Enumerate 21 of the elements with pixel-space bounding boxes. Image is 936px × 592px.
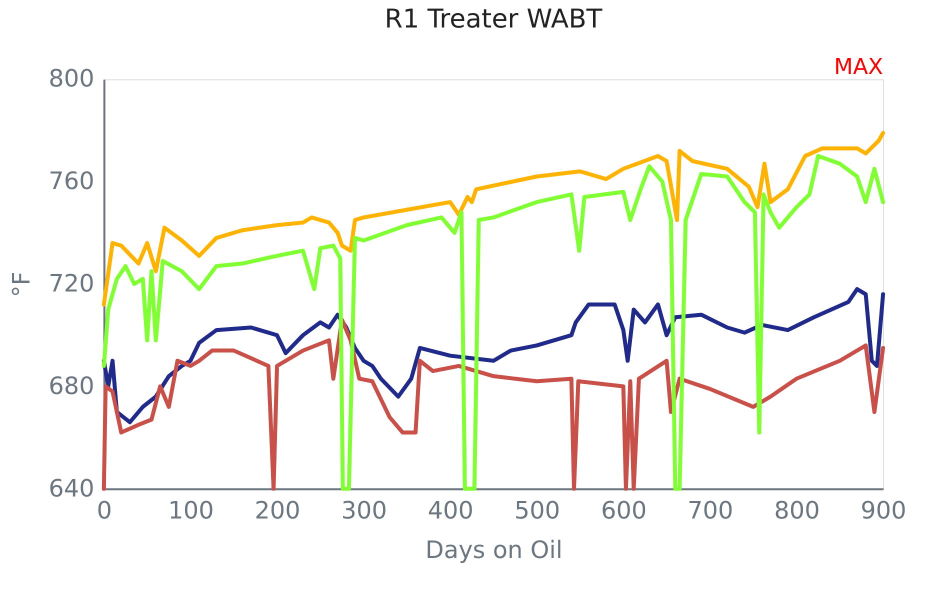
line-series (102, 287, 886, 424)
y-tick-label: 760 (48, 167, 94, 196)
x-tick-label: 600 (600, 496, 647, 524)
x-tick-label: 700 (688, 496, 734, 524)
x-tick-label: 0 (96, 496, 112, 524)
x-tick-label: 400 (428, 496, 474, 524)
x-axis-title: Days on Oil (425, 536, 563, 564)
y-tick-label: 720 (48, 269, 94, 298)
x-tick-label: 800 (774, 496, 820, 524)
x-tick-label: 500 (514, 496, 560, 524)
y-tick-label: 640 (48, 474, 94, 502)
x-tick-label: 100 (168, 496, 214, 524)
x-tick-label: 300 (341, 496, 387, 524)
x-tick-label: 200 (254, 496, 300, 524)
y-tick-label: 800 (48, 64, 94, 93)
y-axis-title: °F (8, 272, 36, 298)
chart-title: R1 Treater WABT (384, 4, 602, 34)
y-tick-label: 680 (48, 372, 94, 400)
line-series (102, 130, 886, 306)
x-tick-label: 900 (860, 496, 906, 524)
annotation: MAX (834, 55, 884, 80)
